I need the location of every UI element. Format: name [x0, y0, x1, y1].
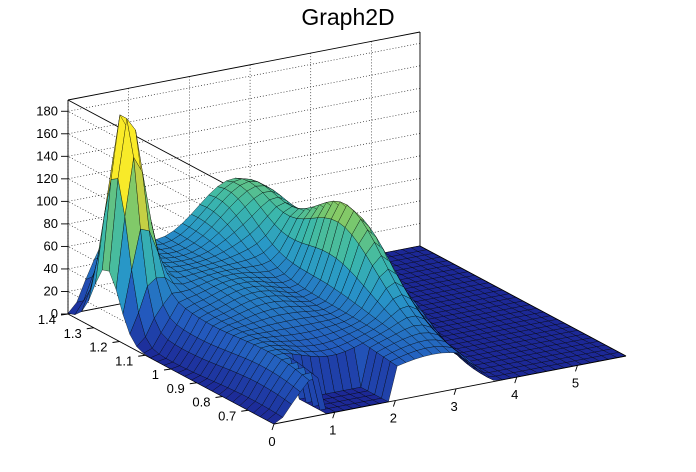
x-tick	[514, 376, 518, 384]
z-tick-label: 100	[36, 193, 58, 208]
front-frame	[273, 245, 627, 425]
y-tick	[112, 341, 120, 343]
y-tick	[241, 409, 249, 412]
y-tick-label: 0.8	[192, 395, 210, 410]
axis-ticks: 0123450.70.80.911.11.21.31.4020406080100…	[36, 103, 579, 449]
x-tick	[332, 412, 336, 419]
y-tick-label: 1	[152, 367, 159, 382]
z-tick-label: 180	[36, 103, 58, 118]
y-tick	[138, 354, 146, 357]
x-tick-label: 0	[268, 434, 275, 449]
x-tick-label: 1	[329, 422, 336, 437]
x-tick-label: 4	[511, 387, 518, 402]
x-tick	[575, 365, 578, 372]
z-tick-label: 0	[51, 306, 58, 321]
x-tick-label: 2	[390, 411, 397, 426]
y-tick-label: 1.4	[38, 312, 56, 327]
x-tick-label: 3	[450, 399, 457, 414]
y-tick-label: 0.9	[167, 381, 185, 396]
y-tick	[86, 327, 94, 330]
y-tick-label: 0.7	[218, 408, 236, 423]
z-tick-label: 160	[36, 126, 58, 141]
x-tick	[392, 400, 396, 407]
y-tick-label: 1.3	[64, 326, 82, 341]
y-tick	[215, 396, 223, 398]
x-tick	[271, 423, 275, 431]
y-tick	[163, 368, 172, 371]
chart-title: Graph2D	[301, 4, 395, 30]
z-tick-label: 120	[36, 171, 58, 186]
z-tick-label: 60	[44, 238, 58, 253]
box-edge	[273, 355, 627, 425]
z-tick-label: 80	[44, 216, 58, 231]
z-tick-label: 140	[36, 148, 58, 163]
x-tick	[453, 388, 457, 395]
z-tick-label: 20	[44, 283, 58, 298]
y-tick-label: 1.1	[115, 353, 133, 368]
surface-mesh	[67, 114, 627, 425]
y-tick	[189, 382, 197, 385]
y-tick-label: 1.2	[89, 340, 107, 355]
x-tick-label: 5	[572, 375, 579, 390]
box-edge	[419, 245, 627, 357]
z-tick-label: 40	[44, 261, 58, 276]
box-edge	[67, 31, 421, 101]
